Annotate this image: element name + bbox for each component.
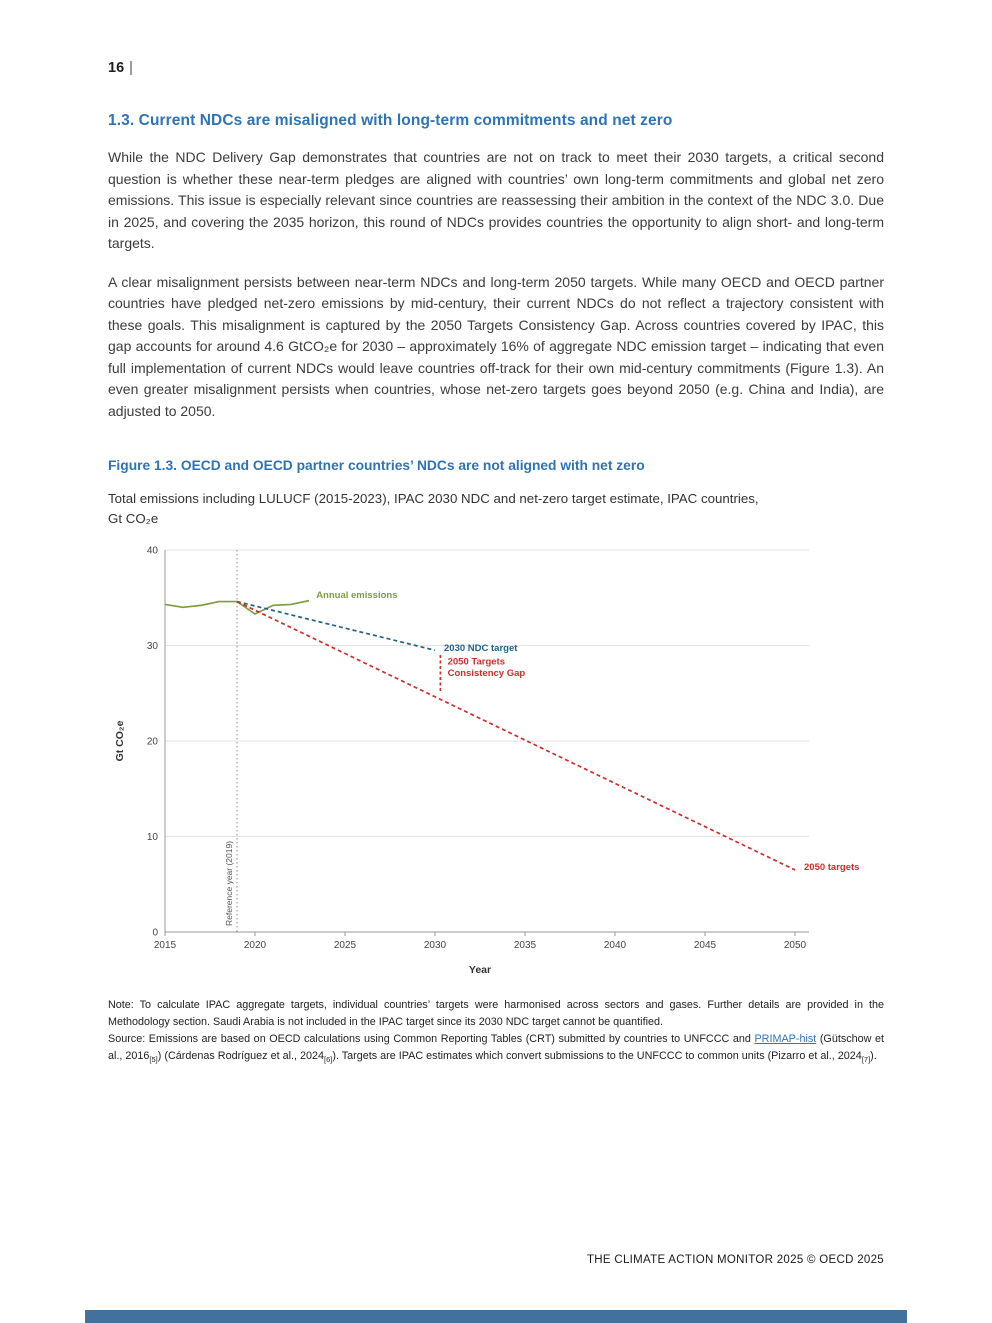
citation-6: [6] bbox=[324, 1054, 333, 1064]
svg-text:2030 NDC target: 2030 NDC target bbox=[444, 644, 518, 655]
page-number: 16 bbox=[108, 60, 125, 76]
footer-color-bar bbox=[85, 1310, 907, 1323]
svg-text:2050 Targets: 2050 Targets bbox=[448, 657, 505, 668]
svg-text:Consistency Gap: Consistency Gap bbox=[448, 668, 526, 679]
figure-heading: Figure 1.3. OECD and OECD partner countr… bbox=[108, 457, 645, 473]
svg-text:2025: 2025 bbox=[334, 940, 357, 951]
section-heading: 1.3. Current NDCs are misaligned with lo… bbox=[108, 112, 673, 129]
source-mid2: ) (Cárdenas Rodríguez et al., 2024 bbox=[157, 1049, 325, 1062]
citation-7: [7] bbox=[861, 1054, 871, 1064]
source-prefix: Source: Emissions are based on OECD calc… bbox=[108, 1032, 755, 1045]
svg-text:2050: 2050 bbox=[784, 940, 807, 951]
page-header: 16 | bbox=[108, 0, 884, 76]
source-mid1: (Gütschow et al., 2016 bbox=[108, 1032, 885, 1062]
page-content: 16 | 1.3. Current NDCs are misaligned wit… bbox=[108, 0, 884, 1065]
figure-subtitle-line1: Total emissions including LULUCF (2015-2… bbox=[108, 490, 759, 506]
svg-text:2050 targets: 2050 targets bbox=[804, 862, 859, 873]
svg-text:Annual emissions: Annual emissions bbox=[316, 590, 397, 601]
svg-text:Gt CO₂e: Gt CO₂e bbox=[114, 721, 126, 762]
body-paragraph-2: A clear misalignment persists between ne… bbox=[108, 273, 884, 420]
citation-5: [5] bbox=[149, 1054, 158, 1064]
body-paragraph-1: While the NDC Delivery Gap demonstrates … bbox=[108, 149, 884, 252]
svg-text:2015: 2015 bbox=[154, 940, 177, 951]
svg-text:2040: 2040 bbox=[604, 940, 627, 951]
figure-subtitle-line2: Gt CO₂e bbox=[108, 510, 159, 526]
svg-text:2020: 2020 bbox=[244, 940, 267, 951]
svg-text:2045: 2045 bbox=[694, 940, 717, 951]
primap-hist-link[interactable]: PRIMAP-hist bbox=[754, 1032, 817, 1045]
svg-text:0: 0 bbox=[152, 928, 158, 939]
source-mid3: ). Targets are IPAC estimates which conv… bbox=[332, 1049, 862, 1062]
figure-source: Source: Emissions are based on OECD calc… bbox=[108, 1031, 884, 1066]
svg-text:Year: Year bbox=[469, 964, 491, 976]
running-footer: THE CLIMATE ACTION MONITOR 2025 © OECD 2… bbox=[586, 1254, 884, 1266]
page-number-separator: | bbox=[129, 60, 133, 76]
svg-text:2035: 2035 bbox=[514, 940, 537, 951]
figure-notes: Note: To calculate IPAC aggregate target… bbox=[108, 997, 884, 1065]
svg-text:Reference year (2019): Reference year (2019) bbox=[224, 841, 234, 926]
svg-text:40: 40 bbox=[147, 546, 159, 557]
svg-text:10: 10 bbox=[147, 832, 159, 843]
svg-text:20: 20 bbox=[147, 737, 159, 748]
svg-text:30: 30 bbox=[147, 641, 159, 652]
figure-note: Note: To calculate IPAC aggregate target… bbox=[108, 999, 884, 1029]
svg-text:2030: 2030 bbox=[424, 940, 447, 951]
source-suffix: ). bbox=[870, 1049, 877, 1062]
figure-subtitle: Total emissions including LULUCF (2015-2… bbox=[108, 489, 884, 529]
figure-chart: 0 10 20 30 40 2015 2020 2025 2030 2035 2040 2045 205… bbox=[110, 542, 884, 984]
